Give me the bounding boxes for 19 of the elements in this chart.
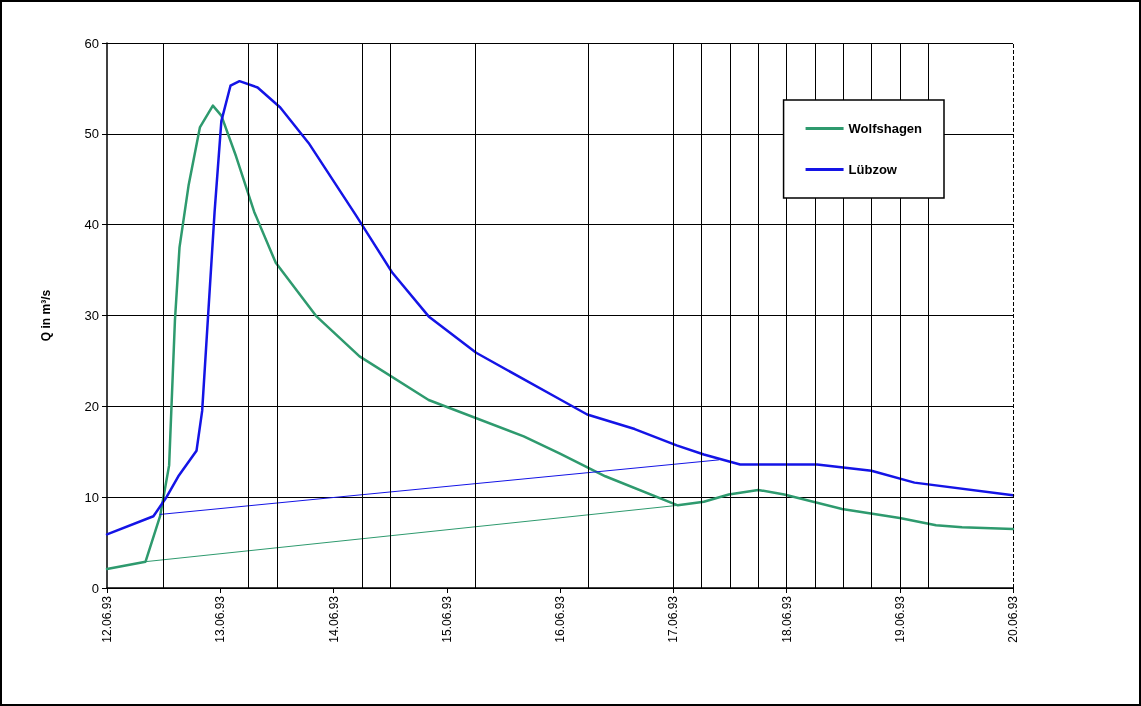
y-tick-label: 50: [84, 126, 99, 142]
y-tick-label: 30: [84, 308, 99, 323]
x-tick-label: 16.06.93: [553, 595, 567, 643]
x-tick-label: 19.06.93: [892, 595, 907, 643]
legend-label: Lübzow: [848, 162, 898, 177]
x-tick-label: 18.06.93: [779, 595, 794, 643]
x-tick-label: 15.06.93: [439, 595, 454, 643]
y-tick-label: 20: [84, 398, 99, 414]
y-tick-label: 40: [84, 217, 99, 233]
x-tick-label: 14.06.93: [326, 595, 341, 643]
x-tick-label: 12.06.93: [100, 595, 114, 643]
x-tick-label: 20.06.93: [1006, 595, 1020, 643]
y-tick-label: 10: [84, 489, 99, 505]
x-tick-label: 17.06.93: [666, 595, 681, 643]
y-axis-title: Q in m³/s: [39, 289, 53, 342]
y-tick-label: 0: [91, 580, 99, 596]
y-tick-label: 60: [84, 35, 99, 51]
legend-label: Wolfshagen: [848, 121, 923, 136]
x-tick-label: 13.06.93: [213, 595, 228, 643]
